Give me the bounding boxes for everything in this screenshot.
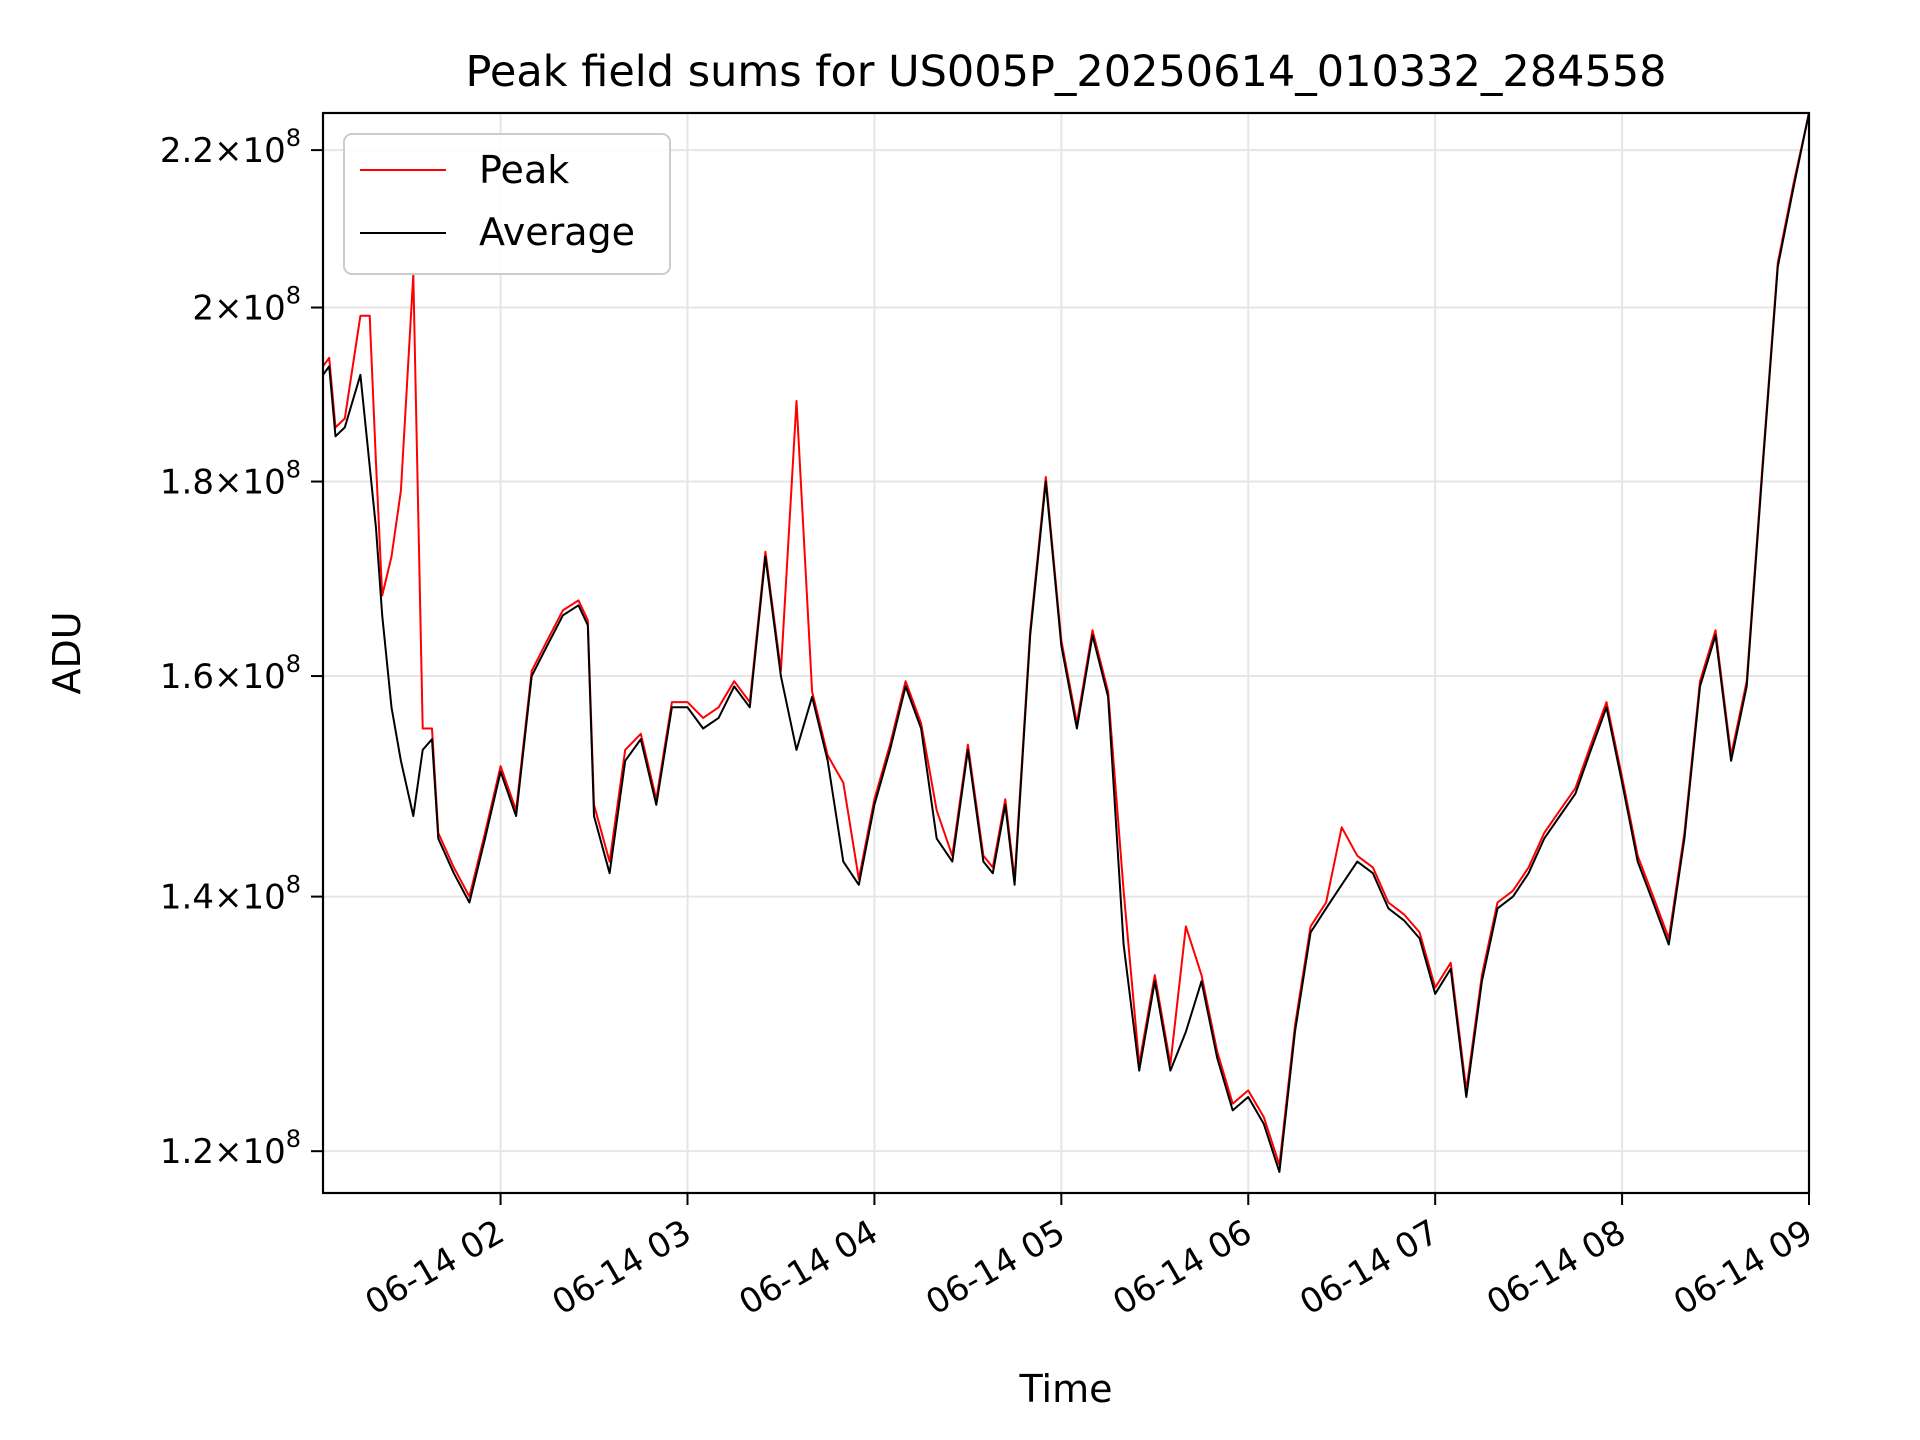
y-tick-exponent: 8 (286, 1125, 301, 1153)
legend-label-average: Average (479, 210, 635, 254)
y-tick-label: 2×108 (192, 282, 301, 329)
y-tick-exponent: 8 (286, 456, 301, 484)
legend-label-peak: Peak (479, 148, 569, 192)
y-tick-label: 1.4×108 (160, 871, 301, 918)
y-tick-mantissa: 1.4 (160, 878, 214, 918)
y-tick-times: ×10 (214, 1132, 286, 1172)
y-tick-times: ×10 (214, 463, 286, 503)
y-tick-label: 1.6×108 (160, 650, 301, 697)
legend: Peak Average (343, 133, 671, 275)
grid (323, 113, 1810, 1193)
y-axis-label: ADU (45, 611, 89, 694)
plot-frame (321, 111, 1811, 1195)
series-layer (322, 112, 1810, 1173)
y-tick-mantissa: 2.2 (160, 131, 214, 171)
y-tick-mantissa: 1.2 (160, 1132, 214, 1172)
y-tick-mantissa: 1.8 (160, 463, 214, 503)
y-tick-times: ×10 (214, 131, 286, 171)
y-tick-label: 2.2×108 (160, 124, 301, 171)
y-tick-exponent: 8 (286, 871, 301, 899)
series-line-average (322, 112, 1810, 1173)
y-tick-label: 1.2×108 (160, 1125, 301, 1172)
x-axis-label: Time (1019, 1367, 1113, 1411)
chart-title: Peak field sums for US005P_20250614_0103… (465, 47, 1666, 97)
y-tick-times: ×10 (214, 878, 286, 918)
y-tick-mantissa: 2 (192, 289, 214, 329)
y-tick-exponent: 8 (286, 282, 301, 310)
y-tick-exponent: 8 (286, 650, 301, 678)
y-tick-mantissa: 1.6 (160, 657, 214, 697)
y-tick-times: ×10 (214, 289, 286, 329)
y-tick-label: 1.8×108 (160, 456, 301, 503)
y-tick-times: ×10 (214, 657, 286, 697)
y-tick-exponent: 8 (286, 124, 301, 152)
